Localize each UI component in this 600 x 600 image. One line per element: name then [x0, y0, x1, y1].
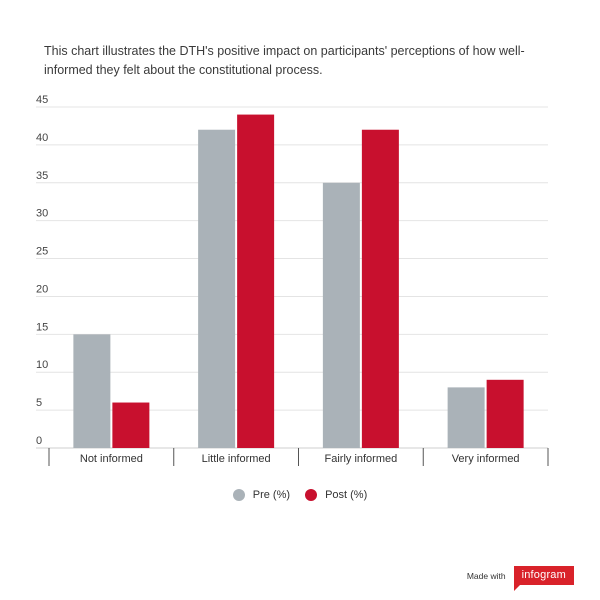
legend-post-dot-icon	[305, 489, 318, 501]
legend-post-label: Post (%)	[325, 489, 368, 501]
y-tick-label-25: 25	[36, 246, 48, 258]
bar-pre-fairly-informed	[322, 182, 360, 448]
footer-attribution: Made with infogram	[466, 566, 574, 591]
infogram-logo[interactable]: infogram	[513, 566, 574, 591]
legend-pre-label: Pre (%)	[252, 489, 291, 501]
legend-pre-dot-icon	[232, 489, 245, 501]
legend-item-post[interactable]: Post (%)	[305, 489, 367, 501]
y-tick-label-5: 5	[36, 397, 42, 409]
x-tick-label: Very informed	[452, 453, 520, 465]
y-tick-label-40: 40	[36, 132, 48, 144]
chart-legend: Pre (%) Post (%)	[0, 489, 600, 504]
x-tick-label: Not informed	[80, 453, 143, 465]
bar-pre-not-informed	[73, 334, 111, 448]
x-tick-label: Little informed	[202, 453, 271, 465]
y-tick-label-0: 0	[36, 435, 42, 447]
bar-pre-very-informed	[447, 387, 485, 448]
y-tick-label-20: 20	[36, 283, 48, 295]
bar-post-very-informed	[486, 379, 524, 448]
made-with-label: Made with	[466, 570, 506, 581]
bar-post-not-informed	[112, 402, 150, 448]
bar-post-fairly-informed	[361, 129, 399, 448]
x-tick-label: Fairly informed	[325, 453, 398, 465]
y-tick-label-30: 30	[36, 208, 48, 220]
y-tick-label-15: 15	[36, 321, 48, 333]
y-tick-label-10: 10	[36, 359, 48, 371]
legend-item-pre[interactable]: Pre (%)	[232, 489, 291, 501]
bar-post-little-informed	[237, 114, 275, 449]
y-tick-label-45: 45	[36, 94, 48, 106]
y-tick-label-35: 35	[36, 170, 48, 182]
chart-title: This chart illustrates the DTH's positiv…	[44, 44, 525, 77]
bar-pre-little-informed	[198, 129, 236, 448]
